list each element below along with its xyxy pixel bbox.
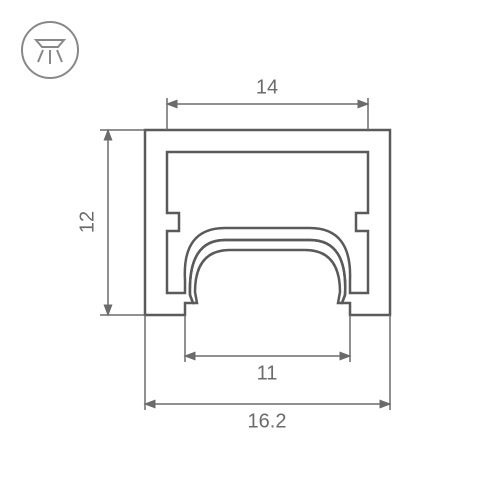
drawing-svg: 14 12 11 16.2 [0, 0, 500, 500]
dim-outer-label: 16.2 [248, 410, 287, 432]
profile-section [145, 130, 390, 315]
dim-top-label: 14 [256, 76, 278, 98]
dim-inner-label: 11 [257, 362, 278, 384]
dim-left-label: 12 [76, 211, 98, 233]
dim-bottom-inner: 11 [185, 315, 350, 384]
technical-drawing-root: { "type": "diagram", "description": "Cro… [0, 0, 500, 500]
dim-top: 14 [167, 76, 368, 130]
downlight-icon [22, 22, 78, 78]
dim-left: 12 [76, 130, 145, 315]
